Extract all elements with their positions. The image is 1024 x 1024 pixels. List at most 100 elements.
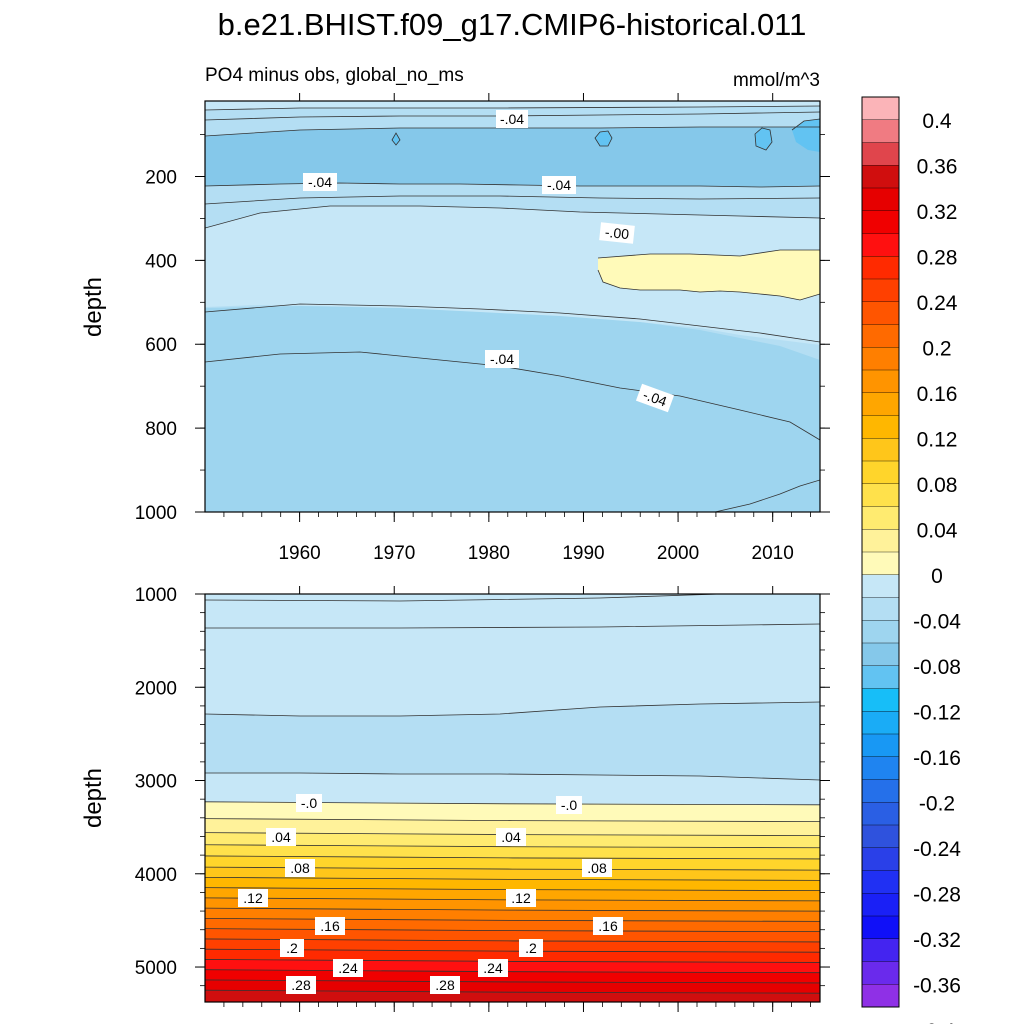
x-tick-label: 1970 xyxy=(373,543,415,564)
contour-line xyxy=(205,594,721,602)
contour-line xyxy=(205,303,820,343)
contour-line xyxy=(205,948,820,953)
colorbar-swatch xyxy=(862,233,899,257)
y-tick-label: 4000 xyxy=(135,865,177,886)
contour-label: -.04 xyxy=(542,176,576,194)
contour-label-text: -.04 xyxy=(641,386,669,409)
colorbar-swatch xyxy=(862,643,899,667)
colorbar-label: -0.12 xyxy=(913,701,961,724)
contour-label: -.0 xyxy=(296,794,322,812)
colorbar-label: 0.4 xyxy=(922,110,952,133)
contour-line xyxy=(205,918,820,922)
contour-line xyxy=(205,907,820,912)
colorbar-swatch xyxy=(862,961,899,985)
colorbar-swatch xyxy=(862,97,899,121)
y-tick-label: 1000 xyxy=(135,585,177,606)
contour-label-text: .16 xyxy=(320,918,340,934)
colorbar-label: 0.04 xyxy=(917,519,958,542)
x-tick-label: 1960 xyxy=(278,543,320,564)
band-positive-patch xyxy=(598,250,820,300)
band-light xyxy=(205,206,820,345)
colorbar-label: 0.2 xyxy=(922,337,951,360)
colorbar-swatch xyxy=(862,597,899,621)
contour-label-text: .12 xyxy=(511,890,531,906)
contour-label: .24 xyxy=(478,959,508,977)
y-tick-label: 800 xyxy=(145,419,177,440)
contour-label-text: .24 xyxy=(483,960,503,976)
colorbar-label: 0.16 xyxy=(917,383,958,406)
contour-line xyxy=(205,959,820,963)
contour-label-text: -.04 xyxy=(490,351,514,367)
lower-ylabel: depth xyxy=(80,768,107,828)
contour-line xyxy=(597,269,820,301)
colorbar-label: 0.24 xyxy=(917,292,958,315)
colorbar-swatch xyxy=(862,984,899,1008)
colorbar-label: -0.28 xyxy=(913,883,961,906)
contour-line xyxy=(791,118,820,131)
band-upper-dark xyxy=(205,127,820,187)
contour-label: -.04 xyxy=(303,173,337,191)
colorbar-swatch xyxy=(862,279,899,303)
contour-line xyxy=(205,701,820,717)
contour-line xyxy=(205,351,820,441)
upper-ylabel: depth xyxy=(80,277,107,337)
blob-1 xyxy=(595,131,612,146)
contour-label-text: .04 xyxy=(271,829,291,845)
colorbar-label: 0.32 xyxy=(917,201,958,224)
contour-label: .24 xyxy=(333,959,363,977)
contour-label-text: .16 xyxy=(598,918,618,934)
upper-plot-frame xyxy=(204,100,821,513)
chart-title: b.e21.BHIST.f09_g17.CMIP6-historical.011 xyxy=(218,7,807,42)
colorbar-label: -0.4 xyxy=(919,1020,956,1024)
band-lower-mid xyxy=(205,702,820,780)
y-tick-label: 5000 xyxy=(135,958,177,979)
contour-label: .12 xyxy=(238,889,268,907)
colorbar-label: -0.2 xyxy=(919,792,955,815)
contour-label-text: .08 xyxy=(290,860,310,876)
contour-label-text: -.04 xyxy=(308,174,332,190)
upper-left-subtitle: PO4 minus obs, global_no_ms xyxy=(205,65,464,86)
upper-panel: PO4 minus obs, global_no_ms mmol/m^3 xyxy=(80,65,830,564)
contour-line xyxy=(205,855,820,860)
colorbar-label: -0.16 xyxy=(913,747,961,770)
contour-label: -.0 xyxy=(556,796,582,814)
colorbar-swatch xyxy=(862,256,899,280)
colorbar-swatch xyxy=(862,438,899,462)
colorbar-label: -0.32 xyxy=(913,929,961,952)
upper-contour-labels: -.04 -.04 -.04 -.00 -.04 -.04 xyxy=(303,110,675,413)
colorbar-label: -0.04 xyxy=(913,610,961,633)
lower-ticks: 1000 2000 3000 4000 5000 xyxy=(135,585,830,1012)
y-tick-label: 1000 xyxy=(135,503,177,524)
contour-label-text: .24 xyxy=(338,960,358,976)
contour-line xyxy=(594,130,613,147)
contour-label: .2 xyxy=(519,939,543,957)
contour-label: -.04 xyxy=(496,110,528,128)
upper-contour-fill xyxy=(205,101,820,512)
contour-line xyxy=(391,132,401,146)
colorbar-swatch xyxy=(862,893,899,917)
contour-label: -.00 xyxy=(599,222,635,244)
colorbar-swatch xyxy=(862,142,899,166)
lower-panel: -.0 -.0 .04 .04 .08 .08 .12 .12 .16 .16 … xyxy=(80,585,830,1012)
colorbar-swatch xyxy=(862,711,899,735)
contour-band xyxy=(205,990,820,1002)
contour-label: .28 xyxy=(286,976,316,994)
x-tick-label: 2010 xyxy=(752,543,794,564)
colorbar-swatch xyxy=(862,620,899,644)
colorbar-swatch xyxy=(862,165,899,189)
colorbar-label: 0.12 xyxy=(917,428,958,451)
contour-line xyxy=(205,938,820,943)
colorbar-swatch xyxy=(862,825,899,849)
contour-line xyxy=(754,127,773,151)
colorbar-label: -0.08 xyxy=(913,656,961,679)
colorbar-swatch xyxy=(862,802,899,826)
colorbar-swatch xyxy=(862,665,899,689)
x-tick-label: 1980 xyxy=(468,543,510,564)
y-tick-label: 200 xyxy=(145,167,177,188)
colorbar-swatch xyxy=(862,210,899,234)
contour-line xyxy=(205,844,820,849)
contour-label-text: -.00 xyxy=(604,224,630,242)
y-tick-label: 2000 xyxy=(135,678,177,699)
colorbar-swatch xyxy=(862,756,899,780)
colorbar-swatch xyxy=(862,847,899,871)
